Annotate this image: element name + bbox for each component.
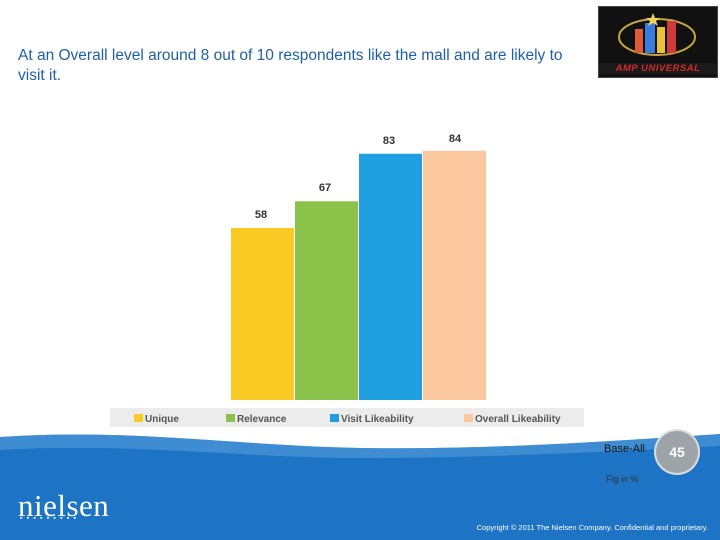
legend-swatch-overall-likeability bbox=[464, 414, 473, 422]
legend-swatch-unique bbox=[134, 414, 143, 422]
data-label-relevance: 67 bbox=[319, 182, 331, 194]
logo-building-icon bbox=[618, 13, 696, 56]
data-label-overall-likeability: 84 bbox=[449, 133, 462, 145]
bar-unique bbox=[231, 227, 294, 400]
base-note: Base-All bbox=[604, 443, 645, 455]
copyright-text: Copyright © 2011 The Nielsen Company. Co… bbox=[476, 523, 708, 532]
bar-relevance bbox=[295, 201, 358, 400]
amp-universal-logo: AMP UNIVERSAL bbox=[598, 6, 718, 78]
data-label-unique: 58 bbox=[255, 209, 267, 221]
nielsen-logo-dots: ▪▪▪▪▪▪▪▪▪ bbox=[20, 515, 81, 522]
legend-label-overall-likeability: Overall Likeability bbox=[475, 414, 561, 425]
logo-text: AMP UNIVERSAL bbox=[599, 63, 717, 74]
bar-visit-likeability bbox=[359, 153, 422, 400]
bar-overall-likeability bbox=[423, 150, 486, 400]
legend-swatch-visit-likeability bbox=[330, 414, 339, 422]
data-label-visit-likeability: 83 bbox=[383, 135, 395, 147]
figure-unit-note: Fig in % bbox=[606, 474, 639, 484]
legend-background bbox=[110, 408, 584, 427]
slide-headline: At an Overall level around 8 out of 10 r… bbox=[18, 47, 563, 84]
legend-label-unique: Unique bbox=[145, 414, 179, 425]
nielsen-logo: nielsen bbox=[18, 488, 110, 523]
page-number-badge: 45 bbox=[656, 431, 698, 473]
legend-label-relevance: Relevance bbox=[237, 414, 287, 425]
legend-label-visit-likeability: Visit Likeability bbox=[341, 414, 414, 425]
legend-swatch-relevance bbox=[226, 414, 235, 422]
